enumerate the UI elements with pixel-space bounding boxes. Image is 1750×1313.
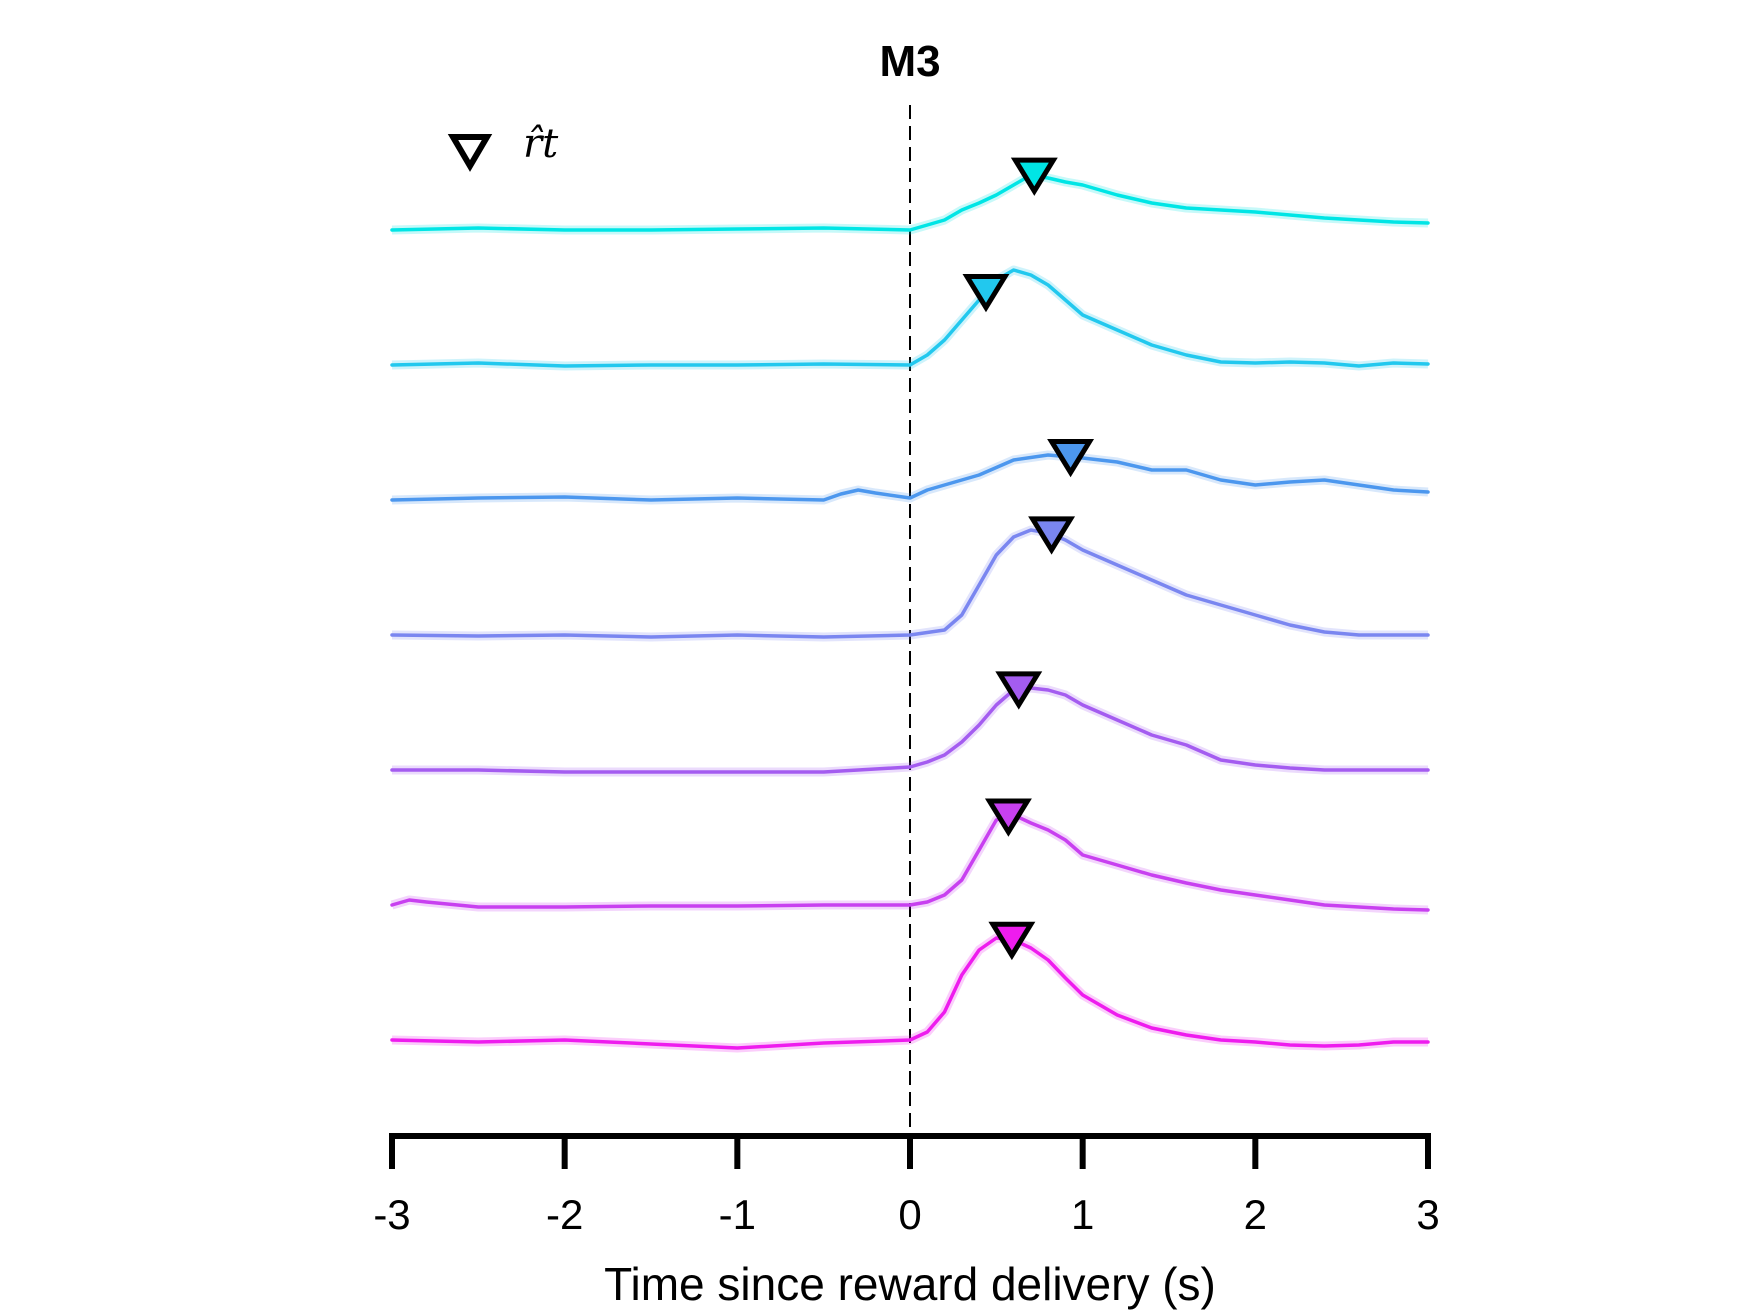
x-tick-label: 3 bbox=[1416, 1191, 1439, 1238]
chart-title: M3 bbox=[879, 37, 940, 86]
series-7-peak-marker bbox=[988, 921, 1036, 961]
legend-label: r̂t bbox=[523, 121, 559, 167]
x-ticks: -3 -2 -1 0 1 2 3 bbox=[373, 1136, 1440, 1238]
series-1-peak-marker bbox=[1010, 157, 1058, 196]
series-2-line bbox=[390, 268, 1430, 368]
series-2-peak-marker bbox=[962, 274, 1010, 313]
x-tick-label: -3 bbox=[373, 1191, 410, 1238]
series-7-line bbox=[390, 936, 1430, 1050]
series-layer bbox=[390, 157, 1430, 1053]
legend-triangle-marker-icon bbox=[447, 134, 493, 172]
series-3-line bbox=[390, 453, 1430, 502]
x-axis-label: Time since reward delivery (s) bbox=[604, 1258, 1216, 1310]
series-4-peak-marker bbox=[1028, 516, 1076, 555]
series-6-peak-marker bbox=[984, 798, 1032, 837]
x-tick-label: 1 bbox=[1071, 1191, 1094, 1238]
series-3-peak-marker bbox=[1047, 438, 1095, 478]
legend: r̂t bbox=[447, 121, 559, 172]
series-5-peak-marker bbox=[995, 671, 1043, 710]
x-tick-label: 0 bbox=[898, 1191, 921, 1238]
x-tick-label: -2 bbox=[546, 1191, 583, 1238]
x-tick-label: 2 bbox=[1244, 1191, 1267, 1238]
x-axis: -3 -2 -1 0 1 2 3 bbox=[373, 1133, 1440, 1238]
x-tick-label: -1 bbox=[719, 1191, 756, 1238]
series-3-error-band bbox=[391, 450, 1429, 505]
